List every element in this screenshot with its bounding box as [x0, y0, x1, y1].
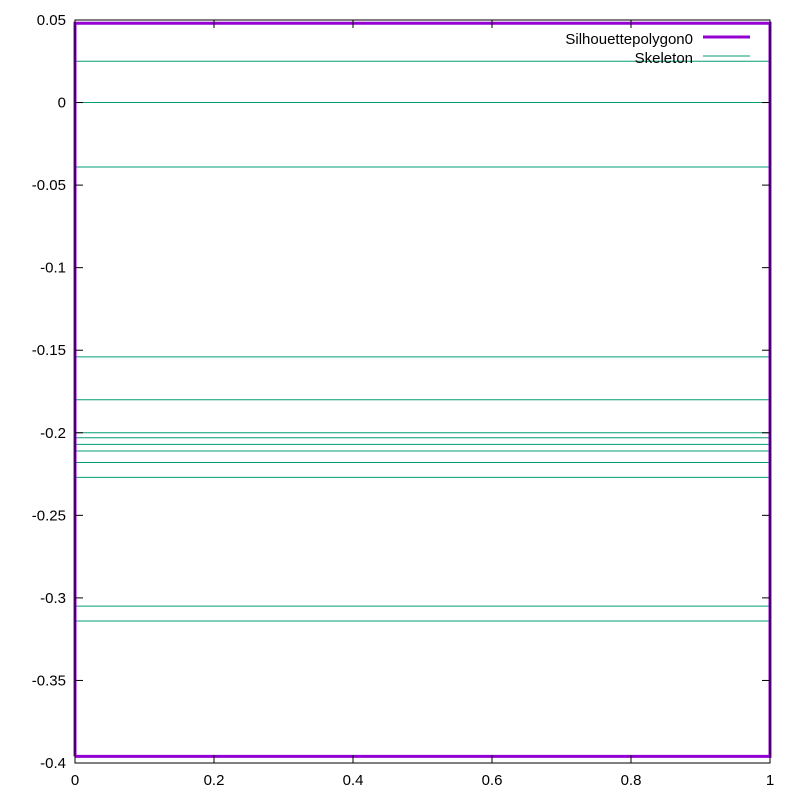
legend-label-skeleton: Skeleton: [635, 50, 693, 67]
x-axis: 0 0.2 0.4 0.6 0.8 1: [71, 20, 774, 789]
plot-border: [74, 19, 771, 764]
x-tick-label: 0.4: [343, 772, 364, 789]
series-silhouette: [73, 21, 772, 758]
y-tick-label: -0.25: [32, 507, 66, 524]
y-tick-label: -0.35: [32, 672, 66, 689]
x-tick-label: 0.8: [621, 772, 642, 789]
y-tick-label: 0.05: [37, 12, 66, 29]
x-tick-label: 1: [766, 772, 774, 789]
y-tick-label: -0.4: [40, 755, 66, 772]
y-tick-label: -0.2: [40, 425, 66, 442]
silhouette-polygon: [73, 21, 772, 758]
y-tick-label: -0.1: [40, 260, 66, 277]
y-axis: 0.05 0 -0.05 -0.1 -0.15 -0.2 -0.25 -0.3 -0.35 -0.…: [32, 12, 770, 772]
series-skeleton: [75, 60, 770, 622]
y-tick-label: -0.05: [32, 177, 66, 194]
y-tick-label: -0.3: [40, 590, 66, 607]
y-tick-label: -0.15: [32, 342, 66, 359]
axes-frame: [74, 19, 771, 764]
x-tick-label: 0.6: [482, 772, 503, 789]
x-tick-label: 0.2: [204, 772, 225, 789]
legend: Silhouettepolygon0 Skeleton: [565, 31, 750, 67]
y-tick-label: 0: [58, 95, 66, 112]
x-tick-label: 0: [71, 772, 79, 789]
legend-label-silhouette: Silhouettepolygon0: [565, 31, 693, 48]
